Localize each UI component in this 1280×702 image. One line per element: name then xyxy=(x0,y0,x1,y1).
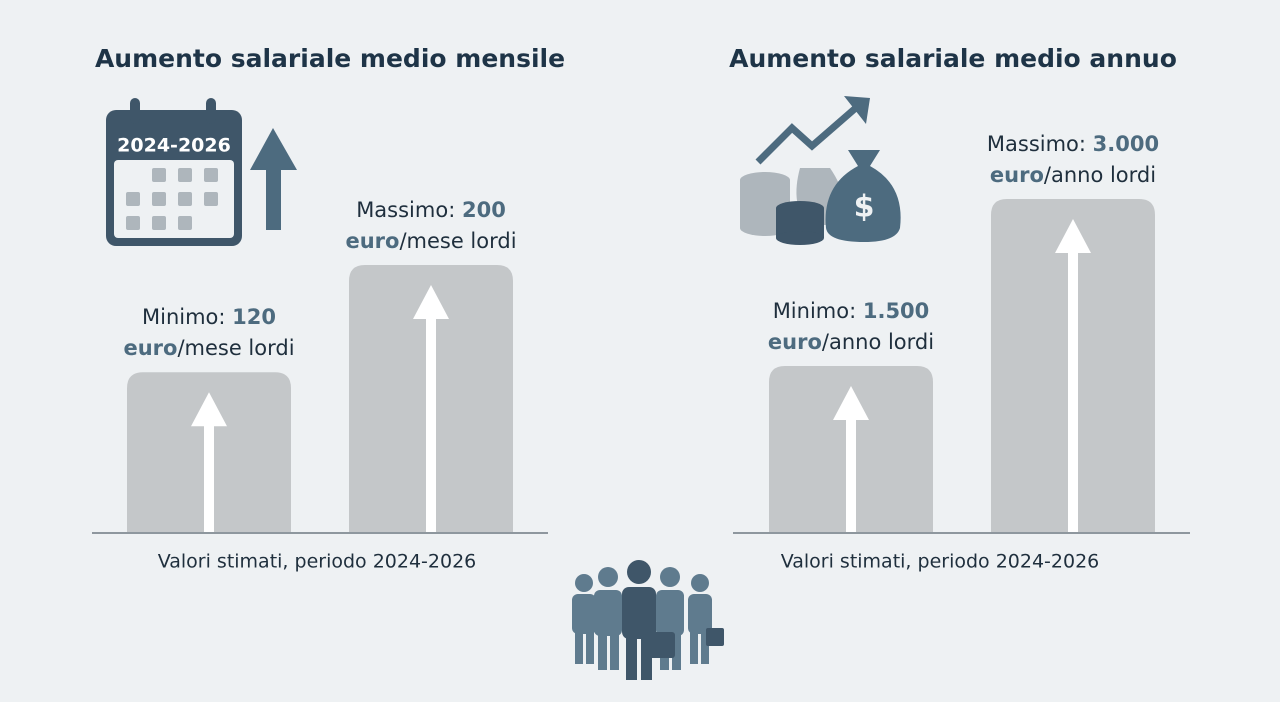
money-icon: $ xyxy=(740,96,901,245)
category-label: Minimo: xyxy=(773,299,856,323)
value-label: Massimo: 200 xyxy=(356,198,506,222)
value-label: Massimo: 3.000 xyxy=(987,132,1159,156)
unit-suffix: /anno lordi xyxy=(822,330,934,354)
value: 1.500 xyxy=(863,299,929,323)
unit-label: euro/anno lordi xyxy=(990,163,1156,187)
bar-arrow xyxy=(833,386,869,533)
value: 120 xyxy=(232,305,276,329)
unit-label: euro/anno lordi xyxy=(768,330,934,354)
category-label: Massimo: xyxy=(987,132,1086,156)
unit: euro xyxy=(768,330,822,354)
category-label: Minimo: xyxy=(142,305,225,329)
calendar-icon: 2024-2026 xyxy=(106,98,242,246)
up-arrow-icon xyxy=(250,128,297,230)
caption: Valori stimati, periodo 2024-2026 xyxy=(781,551,1100,573)
unit-label: euro/mese lordi xyxy=(345,229,516,253)
workers-icon xyxy=(572,560,724,680)
category-label: Massimo: xyxy=(356,198,455,222)
unit: euro xyxy=(345,229,399,253)
unit: euro xyxy=(990,163,1044,187)
unit-suffix: /anno lordi xyxy=(1044,163,1156,187)
value-label: Minimo: 1.500 xyxy=(773,299,930,323)
caption: Valori stimati, periodo 2024-2026 xyxy=(158,551,477,573)
bar-arrow xyxy=(1055,219,1091,533)
bar-arrow xyxy=(413,285,449,533)
unit-suffix: /mese lordi xyxy=(399,229,516,253)
value: 3.000 xyxy=(1093,132,1159,156)
chart-title: Aumento salariale medio mensile xyxy=(95,44,565,73)
bar-arrow xyxy=(191,392,227,533)
chart-title: Aumento salariale medio annuo xyxy=(729,44,1177,73)
calendar-label: 2024-2026 xyxy=(117,135,231,157)
unit: euro xyxy=(123,336,177,360)
unit-label: euro/mese lordi xyxy=(123,336,294,360)
unit-suffix: /mese lordi xyxy=(177,336,294,360)
value: 200 xyxy=(462,198,506,222)
value-label: Minimo: 120 xyxy=(142,305,276,329)
svg-text:$: $ xyxy=(854,190,875,225)
